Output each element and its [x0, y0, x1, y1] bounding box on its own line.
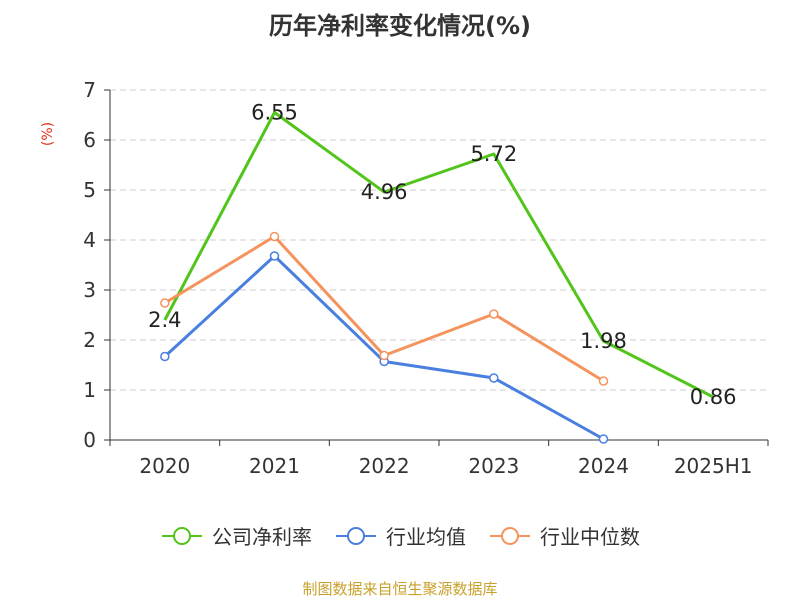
legend-swatch-industry-median: [490, 526, 530, 545]
x-tick-label: 2025H1: [674, 454, 753, 478]
data-label: 4.96: [361, 180, 408, 204]
y-tick-label: 4: [83, 228, 96, 252]
y-tick-label: 3: [83, 278, 96, 302]
y-tick-label: 1: [83, 378, 96, 402]
legend: 公司净利率 行业均值 行业中位数: [0, 521, 800, 550]
y-tick-label: 2: [83, 328, 96, 352]
series-point-1: [160, 351, 170, 362]
series-point-1: [598, 434, 609, 444]
series-point-2: [598, 376, 609, 386]
series-line-1: [163, 254, 605, 441]
data-label: 6.55: [251, 101, 298, 125]
legend-item-company-net-margin[interactable]: 公司净利率: [160, 521, 312, 550]
series-point-2: [379, 350, 389, 361]
x-tick-label: 2023: [468, 454, 519, 478]
x-tick-label: 2024: [578, 454, 629, 478]
data-source-footer: 制图数据来自恒生聚源数据库: [302, 580, 498, 598]
x-tick-label: 2020: [139, 454, 190, 478]
data-label: 2.4: [148, 308, 181, 332]
legend-label-company-net-margin: 公司净利率: [212, 525, 312, 549]
series-point-2: [489, 309, 499, 319]
legend-label-industry-median: 行业中位数: [540, 525, 640, 549]
legend-swatch-industry-average: [336, 526, 376, 545]
series-point-2: [160, 298, 170, 308]
data-label: 5.72: [470, 142, 517, 166]
legend-item-industry-median[interactable]: 行业中位数: [488, 521, 640, 550]
series-line-0: [163, 111, 714, 399]
series-point-2: [269, 231, 280, 242]
legend-swatch-company-net-margin: [162, 526, 202, 545]
data-label: 0.86: [690, 385, 737, 409]
chart-title: 历年净利率变化情况(%): [269, 12, 531, 40]
x-tick-label: 2021: [249, 454, 300, 478]
y-tick-label: 7: [83, 78, 96, 102]
y-tick-label: 6: [83, 128, 96, 152]
legend-item-industry-average[interactable]: 行业均值: [334, 521, 466, 550]
data-label: 1.98: [580, 329, 627, 353]
x-tick-label: 2022: [359, 454, 410, 478]
series-point-1: [489, 373, 499, 383]
y-tick-label: 0: [83, 428, 96, 452]
y-tick-label: 5: [83, 178, 96, 202]
series-point-1: [269, 251, 280, 261]
legend-label-industry-average: 行业均值: [386, 525, 466, 549]
